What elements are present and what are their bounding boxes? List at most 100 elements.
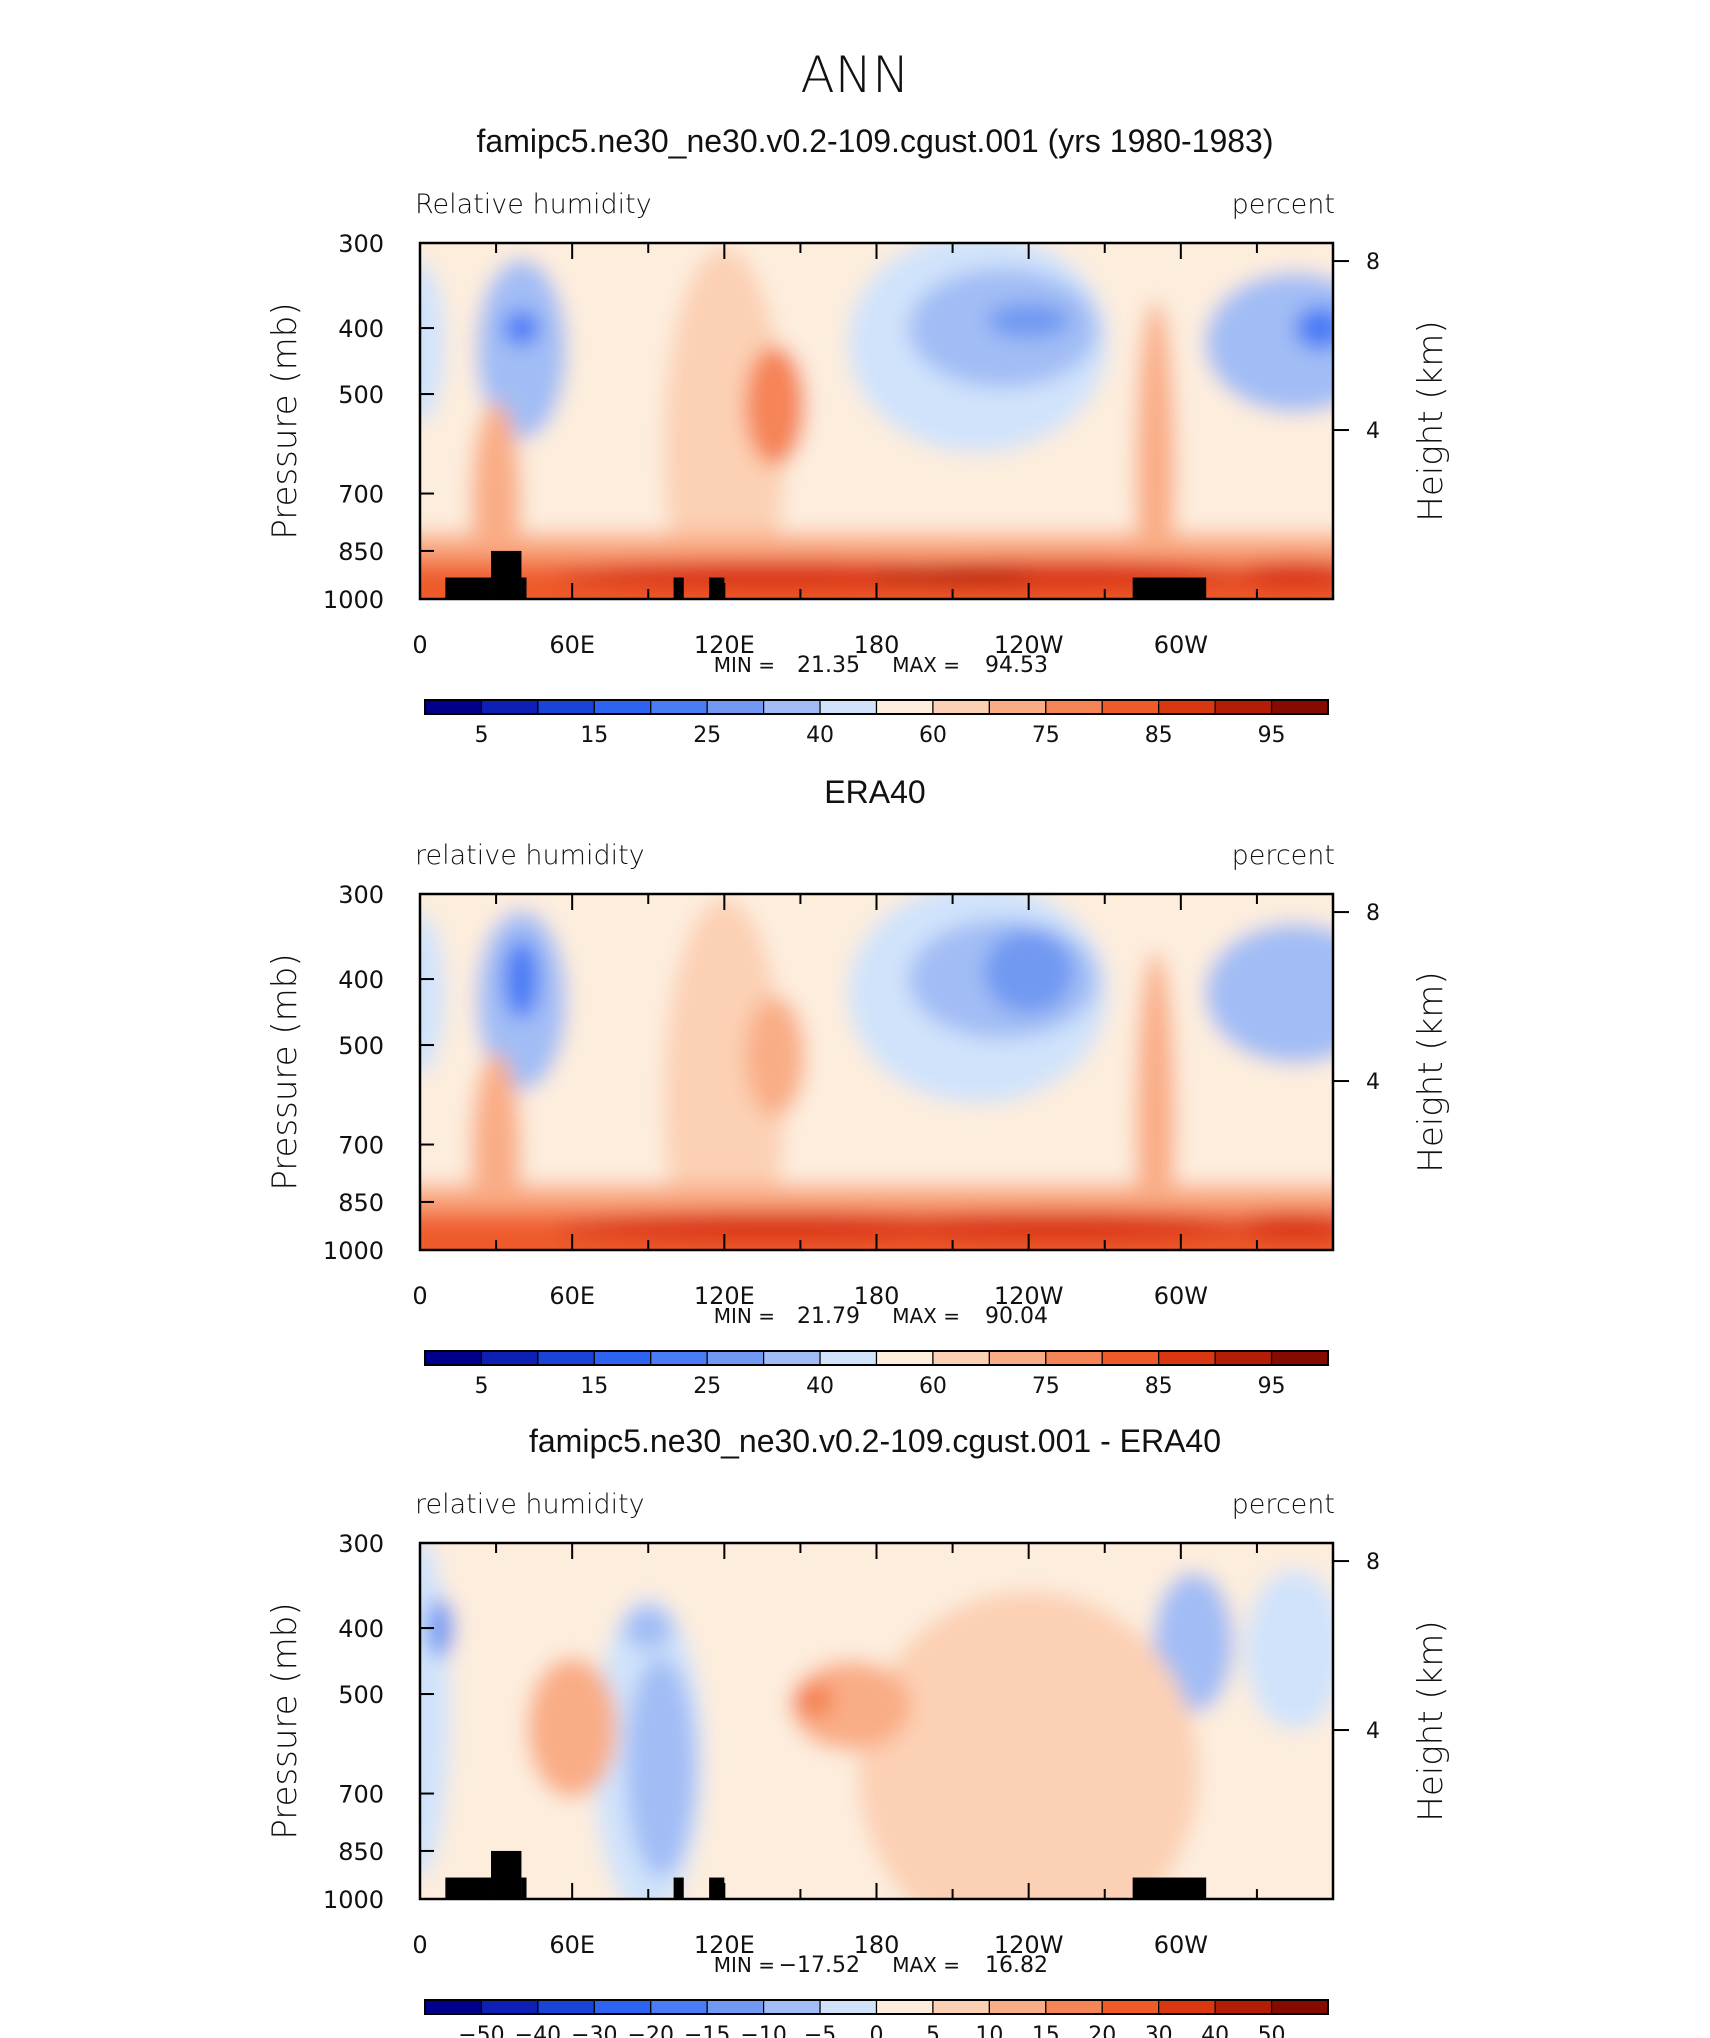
x-tick-label: 120W <box>994 1282 1064 1310</box>
y-tick-label: 500 <box>338 1032 384 1060</box>
topography-block <box>709 1877 725 1899</box>
x-tick-label: 180 <box>854 1282 900 1310</box>
y-tick-label: 300 <box>338 881 384 909</box>
colorbar-swatch <box>875 1999 934 2015</box>
colorbar-swatch <box>1270 1350 1329 1366</box>
y-tick-label: 400 <box>338 1615 384 1643</box>
colorbar-label: 15 <box>580 723 608 748</box>
colorbar-label: 40 <box>806 723 834 748</box>
max-value: 16.82 <box>985 1953 1048 1978</box>
y-tick-label: 850 <box>338 538 384 566</box>
x-tick-label: 60E <box>549 1282 595 1310</box>
moist-core-wpac <box>745 996 806 1117</box>
colorbar-label: 95 <box>1258 723 1286 748</box>
colorbar-swatch <box>932 1350 990 1366</box>
topography-block <box>673 577 684 599</box>
colorbar-swatch <box>593 699 652 715</box>
colorbar-label: 75 <box>1032 723 1060 748</box>
topography-block <box>1132 577 1207 599</box>
colorbar-swatch <box>650 1350 708 1366</box>
right-axis-label: Height (km) <box>1411 971 1451 1172</box>
neg-upper-indian <box>623 1606 674 1651</box>
dry-region-africa-min <box>503 310 540 347</box>
topography-block <box>445 1877 492 1899</box>
moist-column-andes <box>1135 952 1176 1250</box>
colorbar-swatch <box>706 1999 765 2015</box>
colorbar-swatch <box>988 699 1047 715</box>
right-string: percent <box>1232 189 1335 220</box>
colorbar-swatch <box>1101 1350 1160 1366</box>
topography-block <box>1132 1877 1207 1899</box>
y-axis-label: Pressure (mb) <box>265 1602 305 1839</box>
y-axis-label: Pressure (mb) <box>265 302 305 539</box>
left-string: relative humidity <box>415 840 645 871</box>
x-tick-label: 0 <box>412 1282 427 1310</box>
colorbar: 5 15 25 40 60 75 85 95 <box>424 1350 1329 1399</box>
colorbar-label: −50 <box>458 2023 504 2038</box>
x-tick-label: 0 <box>412 631 427 659</box>
min-value: 21.35 <box>797 653 860 678</box>
colorbar-swatch <box>1214 1999 1273 2015</box>
colorbar-swatch <box>819 1350 878 1366</box>
colorbar: 5 15 25 40 60 75 85 95 <box>424 699 1329 748</box>
colorbar-swatch <box>537 1350 595 1366</box>
pos-max-wpac <box>791 1681 836 1718</box>
right-string: percent <box>1232 1489 1335 1520</box>
dry-region-africa <box>476 259 567 440</box>
colorbar-swatch <box>875 699 934 715</box>
colorbar-swatch <box>1045 699 1103 715</box>
y-tick-label: 1000 <box>323 586 384 614</box>
colorbar-label: 30 <box>1145 2023 1173 2038</box>
y-tick-label: 1000 <box>323 1886 384 1914</box>
colorbar-swatch <box>1270 699 1329 715</box>
x-tick-label: 60E <box>549 631 595 659</box>
topography-mask <box>445 1850 1207 1899</box>
colorbar-swatch <box>706 699 765 715</box>
colorbar-swatch <box>1045 1350 1103 1366</box>
max-label: MAX = <box>892 1953 960 1977</box>
min-value: −17.52 <box>779 1953 860 1978</box>
height-tick-label: 8 <box>1366 901 1380 926</box>
max-label: MAX = <box>892 1304 960 1328</box>
neg-region-east <box>1244 1569 1333 1730</box>
panel-title: famipc5.ne30_ne30.v0.2-109.cgust.001 (yr… <box>477 123 1274 159</box>
y-tick-label: 700 <box>338 481 384 509</box>
colorbar-swatch <box>593 1350 652 1366</box>
max-value: 94.53 <box>985 653 1048 678</box>
colorbar-label: 0 <box>870 2023 884 2038</box>
y-tick-label: 400 <box>338 966 384 994</box>
min-value: 21.79 <box>797 1304 860 1329</box>
moist-column-andes <box>1135 301 1176 599</box>
dry-region-pacific-min <box>983 929 1074 1014</box>
colorbar-swatch <box>537 699 595 715</box>
moist-column-maritime <box>664 248 785 599</box>
colorbar-swatch <box>763 1350 821 1366</box>
colorbar-label: 10 <box>975 2023 1003 2038</box>
contour-field <box>420 243 1333 599</box>
colorbar-frame <box>424 1999 1329 2015</box>
colorbar-swatch <box>537 1999 595 2015</box>
dry-region-atlantic <box>1204 272 1333 413</box>
topography-block <box>521 1877 527 1899</box>
dry-region-west-edge <box>420 262 445 423</box>
colorbar-swatch <box>424 699 483 715</box>
colorbar-swatch <box>424 1999 483 2015</box>
min-label: MIN = <box>714 653 775 677</box>
colorbar-label: 85 <box>1145 1374 1173 1399</box>
colorbar-swatch <box>424 1350 483 1366</box>
dry-region-atlantic-min <box>1295 306 1333 351</box>
colorbar-label: 50 <box>1258 2023 1286 2038</box>
colorbar-label: −20 <box>628 2023 674 2038</box>
chart-panel-3: famipc5.ne30_ne30.v0.2-109.cgust.001 - E… <box>265 1423 1451 2038</box>
colorbar-swatch <box>1158 1999 1216 2015</box>
colorbar-label: 20 <box>1088 2023 1116 2038</box>
colorbar-swatch <box>1214 1350 1273 1366</box>
x-tick-label: 120E <box>694 1282 755 1310</box>
max-label: MAX = <box>892 653 960 677</box>
colorbar-swatch <box>1270 1999 1329 2015</box>
x-tick-label: 120E <box>694 631 755 659</box>
y-tick-label: 400 <box>338 315 384 343</box>
height-tick-label: 4 <box>1366 1719 1380 1744</box>
